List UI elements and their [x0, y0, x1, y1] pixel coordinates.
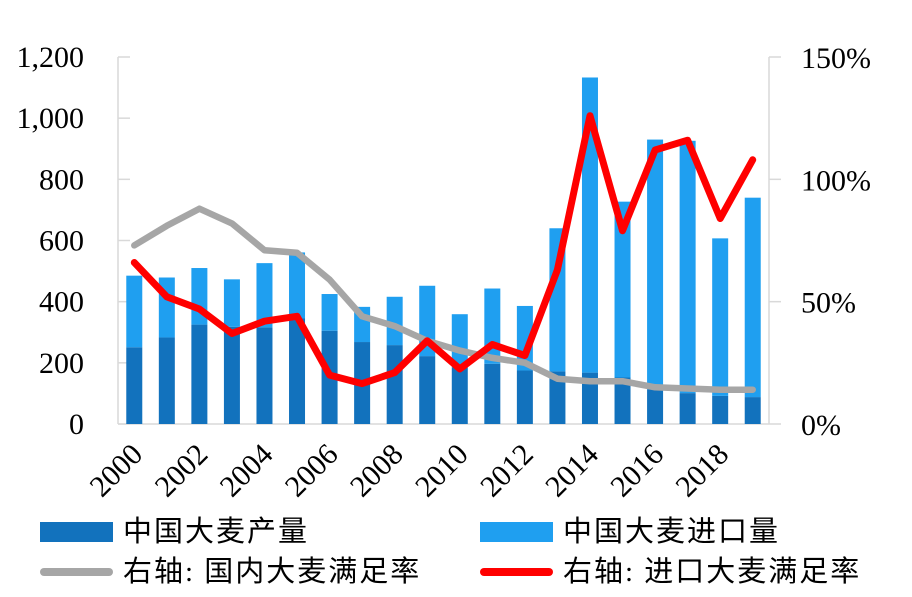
bar-production-2012: [516, 370, 533, 424]
bar-production-2002: [191, 324, 208, 424]
bar-production-2004: [256, 327, 273, 424]
bar-production-2018: [712, 395, 729, 424]
y-right-tick-label: 0%: [801, 409, 841, 442]
legend-label-domestic-rate: 右轴: 国内大麦满足率: [123, 556, 422, 588]
bar-imports-2003: [223, 279, 240, 327]
x-tick-label: 2014: [539, 438, 605, 504]
legend-swatch-production-bar: [40, 522, 113, 542]
bar-production-2008: [386, 345, 403, 424]
line-domestic-satisfaction-rate: [131, 205, 756, 393]
x-tick-label: 2006: [279, 438, 345, 504]
bar-production-2015: [614, 377, 631, 424]
bar-imports-2016: [647, 139, 664, 390]
legend-item-production: 中国大麦产量: [40, 515, 309, 549]
bar-imports-2006: [321, 294, 338, 331]
y-left-tick-label: 600: [39, 225, 84, 258]
y-left-tick-label: 800: [39, 163, 84, 196]
bar-imports-2000: [126, 275, 143, 348]
y-left-tick-label: 200: [39, 347, 84, 380]
legend-swatch-domestic-rate-line: [40, 568, 113, 576]
y-left-tick-label: 400: [39, 286, 84, 319]
x-tick-label: 2000: [83, 438, 149, 504]
bar-imports-2017: [679, 140, 696, 394]
bar-imports-2008: [386, 296, 403, 346]
bar-production-2013: [549, 371, 566, 424]
bar-production-2011: [484, 363, 501, 424]
bar-imports-2005: [289, 252, 306, 319]
bar-production-2000: [126, 347, 143, 424]
x-tick-label: 2018: [669, 438, 735, 504]
legend-swatch-imports-bar: [480, 522, 553, 542]
bar-production-2019: [744, 397, 761, 424]
x-tick-label: 2016: [604, 438, 670, 504]
bar-production-2009: [419, 356, 436, 424]
legend-label-imports: 中国大麦进口量: [563, 516, 781, 548]
x-tick-label: 2004: [214, 438, 280, 504]
bar-imports-2019: [744, 197, 761, 398]
bar-imports-2018: [712, 238, 729, 396]
bar-production-2016: [647, 389, 664, 424]
bar-imports-2015: [614, 201, 631, 378]
bar-production-2010: [451, 367, 468, 424]
legend-item-imports: 中国大麦进口量: [480, 515, 780, 549]
bar-production-2003: [223, 326, 240, 424]
line-import-satisfaction-rate: [130, 112, 757, 388]
bar-imports-2004: [256, 263, 273, 328]
bar-production-2005: [289, 318, 306, 424]
barley-combo-chart: 0 200 400 600 800 1,000 1,200 0% 50% 100% 150% 2000…: [17, 41, 872, 504]
bar-production-2001: [158, 337, 175, 424]
legend-swatch-import-rate-line: [480, 568, 553, 576]
y-right-tick-label: 100%: [801, 164, 871, 197]
legend-label-production: 中国大麦产量: [123, 516, 310, 548]
bar-production-2014: [581, 372, 598, 424]
legend-label-import-rate: 右轴: 进口大麦满足率: [563, 556, 862, 588]
bar-production-2017: [679, 393, 696, 424]
x-tick-label: 2002: [149, 438, 215, 504]
legend-item-domestic-rate: 右轴: 国内大麦满足率: [40, 555, 421, 589]
x-tick-label: 2010: [409, 438, 475, 504]
y-right-tick-label: 150%: [801, 42, 871, 75]
y-left-tick-label: 1,000: [17, 102, 85, 135]
y-right-tick-label: 50%: [801, 287, 856, 320]
y-left-tick-label: 0: [69, 408, 84, 441]
legend-item-import-rate: 右轴: 进口大麦满足率: [480, 555, 861, 589]
x-tick-label: 2012: [474, 438, 540, 504]
x-tick-label: 2008: [344, 438, 410, 504]
y-left-tick-label: 1,200: [17, 41, 85, 74]
